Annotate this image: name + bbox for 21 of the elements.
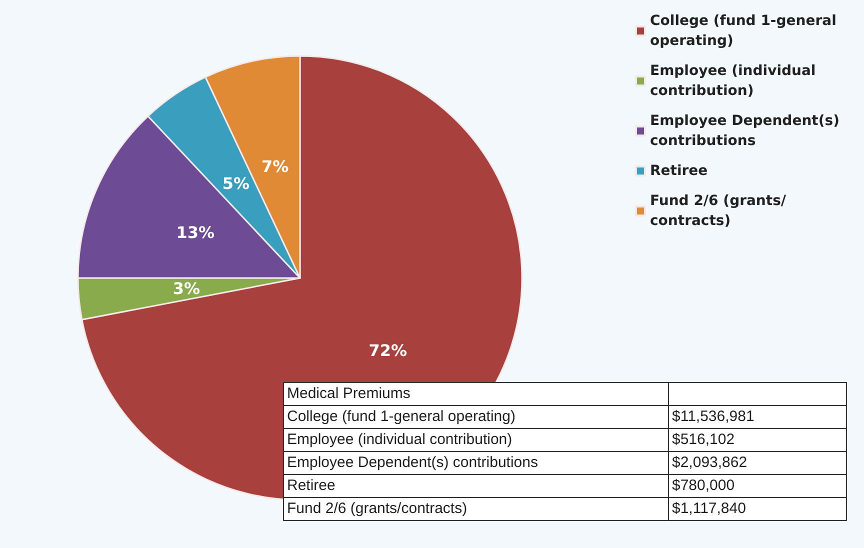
text: $780,000 [668, 474, 846, 498]
legend-label: Retiree [650, 163, 708, 179]
legend-label: Employee (individual contribution) [650, 63, 821, 99]
text: Medical Premiums [284, 382, 668, 406]
data-label: 5% [222, 174, 250, 194]
slice-label: College (fund 1-general operating) [284, 406, 668, 428]
category-label: Retiree [287, 477, 336, 494]
text: $516,102 [668, 428, 846, 452]
data-label: 72% [368, 341, 407, 360]
category-label: Fund 2/6 (grants/contracts) [287, 500, 468, 517]
text: $2,093,862 [668, 452, 846, 474]
text: $11,536,981 [668, 406, 846, 428]
data-label: 3% [172, 279, 200, 298]
data-label: 13% [176, 223, 215, 242]
legend-label: Fund 2/6 (grants/ contracts) [650, 193, 787, 229]
text: $1,117,840 [668, 498, 846, 520]
category-label: Employee (individual contribution) [287, 431, 512, 448]
legend-label: College (fund 1-general operating) [650, 13, 842, 49]
data-label: 7% [262, 157, 289, 176]
legend-label: Employee Dependent(s) contributions [650, 113, 844, 149]
category-label: Employee Dependent(s) contributions [287, 454, 538, 471]
